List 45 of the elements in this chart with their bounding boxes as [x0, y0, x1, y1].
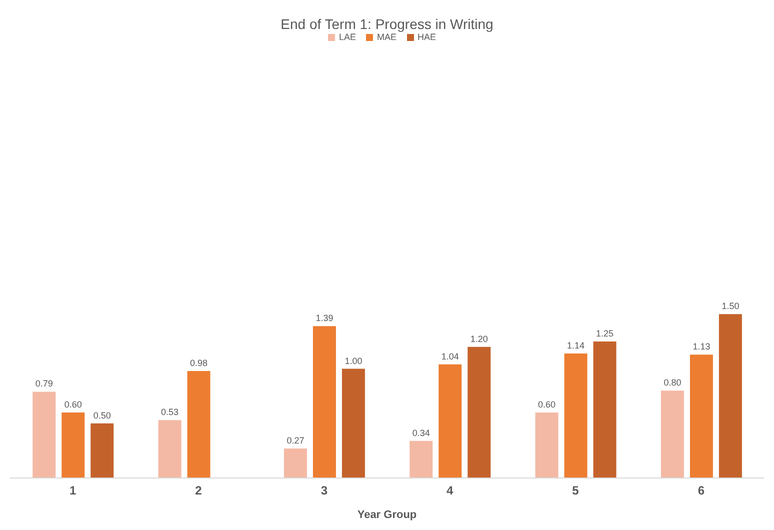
data-label: 0.53 — [161, 407, 179, 418]
bar — [438, 364, 462, 478]
data-label: 1.14 — [567, 340, 585, 350]
bar — [284, 448, 307, 478]
legend-label: HAE — [418, 32, 436, 42]
bar — [62, 412, 85, 478]
data-label: 0.50 — [93, 410, 111, 420]
bar — [718, 314, 742, 478]
data-label: 1.13 — [692, 342, 710, 352]
x-tick-label: 1 — [69, 484, 76, 498]
data-label: 0.79 — [35, 378, 53, 389]
bar — [660, 390, 684, 478]
legend-label: LAE — [338, 32, 356, 42]
bar — [593, 341, 616, 478]
x-tick-label: 5 — [572, 484, 580, 498]
bar — [564, 353, 588, 478]
data-label: 0.80 — [664, 378, 682, 388]
x-tick-label: 4 — [446, 484, 454, 498]
bar — [468, 346, 491, 478]
bar — [535, 412, 558, 478]
data-label: 1.50 — [722, 301, 740, 312]
bar — [342, 368, 365, 478]
data-label: 1.20 — [470, 334, 488, 344]
data-label: 1.00 — [344, 356, 362, 366]
data-label: 1.39 — [316, 313, 334, 324]
x-tick-label: 3 — [320, 484, 328, 498]
data-label: 1.04 — [441, 351, 459, 362]
x-axis-title: Year Group — [357, 509, 417, 521]
x-tick-label: 6 — [698, 484, 705, 498]
data-label: 0.60 — [538, 399, 556, 410]
data-label: 0.27 — [286, 436, 304, 446]
data-label: 1.25 — [596, 328, 614, 338]
x-tick-label: 2 — [195, 484, 202, 498]
bar — [690, 354, 713, 478]
bar — [158, 420, 182, 478]
bar — [187, 370, 210, 478]
data-label: 0.34 — [412, 428, 430, 438]
legend-label: MAE — [376, 32, 396, 42]
data-label: 0.98 — [190, 358, 208, 368]
chart-title: End of Term 1: Progress in Writing — [280, 15, 494, 32]
data-label: 0.60 — [64, 399, 82, 410]
bar — [90, 423, 114, 478]
bar — [312, 326, 336, 478]
bar — [410, 440, 433, 478]
bar — [32, 392, 56, 478]
